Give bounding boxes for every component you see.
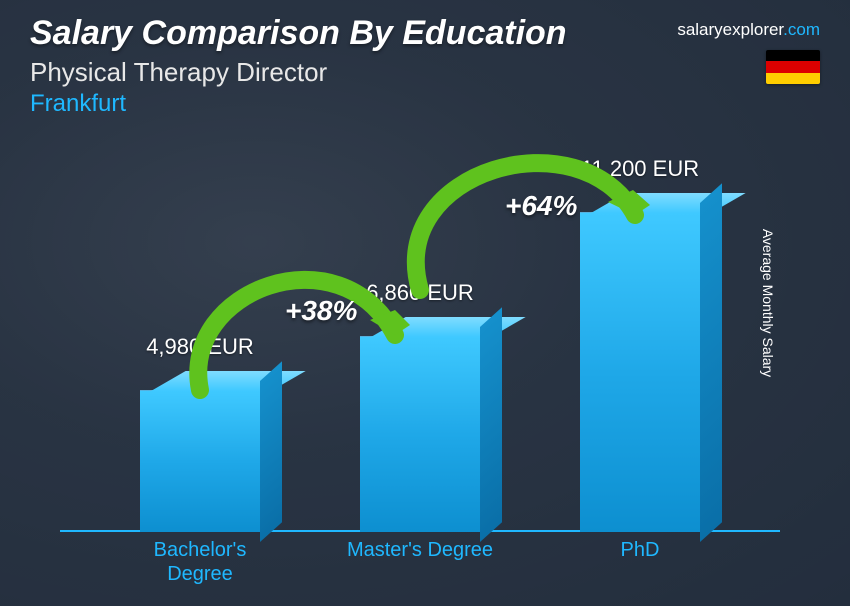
bar-0 [140, 390, 260, 532]
increase-label-0: +38% [285, 295, 357, 327]
flag-stripe-2 [766, 73, 820, 84]
bar-1 [360, 336, 480, 532]
bar-value-1: 6,860 EUR [366, 280, 474, 306]
job-title: Physical Therapy Director [30, 57, 567, 88]
bar-value-2: 11,200 EUR [581, 156, 699, 182]
bar-value-0: 4,980 EUR [146, 334, 254, 360]
bar-2 [580, 212, 700, 532]
bar-label-0: Bachelor's Degree [120, 538, 280, 586]
brand-name: salaryexplorer [677, 20, 783, 39]
brand-logo: salaryexplorer.com [677, 20, 820, 40]
brand-tld: .com [783, 20, 820, 39]
country-flag-icon [766, 50, 820, 84]
bar-label-2: PhD [560, 538, 720, 562]
increase-label-1: +64% [505, 190, 577, 222]
bar-label-1: Master's Degree [340, 538, 500, 562]
city-label: Frankfurt [30, 90, 567, 118]
flag-stripe-0 [766, 50, 820, 61]
page-title: Salary Comparison By Education [30, 14, 567, 53]
flag-stripe-1 [766, 61, 820, 72]
salary-bar-chart: 4,980 EURBachelor's Degree6,860 EURMaste… [60, 130, 780, 580]
